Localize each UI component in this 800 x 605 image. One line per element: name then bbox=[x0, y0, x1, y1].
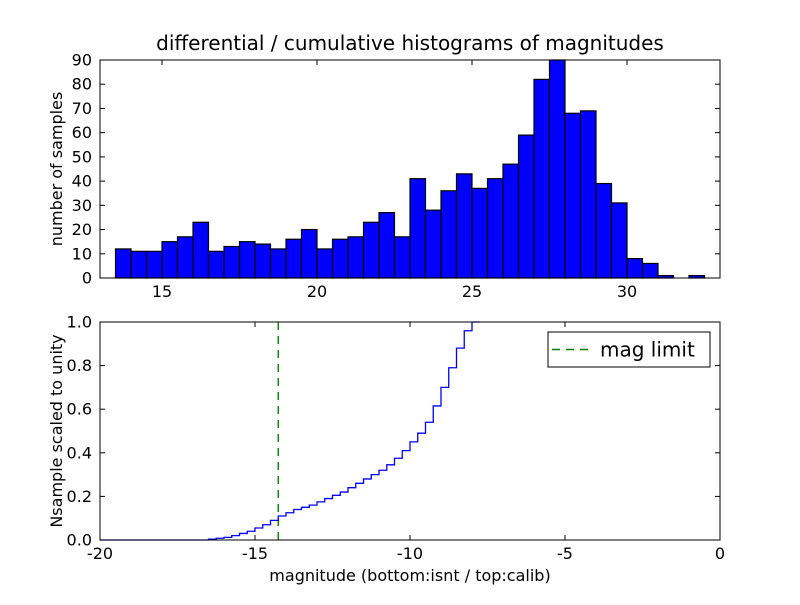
top-y-axis-label: number of samples bbox=[47, 92, 66, 247]
x-tick-label: 20 bbox=[307, 282, 327, 301]
y-tick-label: 90 bbox=[72, 51, 92, 70]
y-tick-label: 0.2 bbox=[67, 487, 92, 506]
cumulative-step-line bbox=[100, 321, 480, 541]
y-tick-label: 30 bbox=[72, 196, 92, 215]
x-tick-label: -20 bbox=[87, 544, 113, 563]
legend-box bbox=[547, 331, 711, 368]
x-tick-label: 15 bbox=[152, 282, 172, 301]
histogram-bar bbox=[145, 250, 163, 279]
y-tick-label: 0.4 bbox=[67, 443, 92, 462]
histogram-bar bbox=[517, 134, 535, 279]
histogram-bar bbox=[486, 178, 504, 279]
histogram-bar bbox=[610, 202, 628, 279]
histogram-bar bbox=[424, 209, 442, 279]
chart-title: differential / cumulative histograms of … bbox=[156, 31, 664, 55]
y-tick-label: 40 bbox=[72, 172, 92, 191]
histogram-bar bbox=[378, 212, 396, 279]
x-tick-label: -5 bbox=[557, 544, 573, 563]
histogram-bar bbox=[455, 173, 473, 279]
histogram-bar bbox=[285, 238, 303, 279]
histogram-bar bbox=[207, 250, 225, 279]
histogram-bar bbox=[316, 248, 334, 279]
histogram-bar bbox=[161, 241, 179, 279]
x-axis-label: magnitude (bottom:isnt / top:calib) bbox=[269, 566, 550, 585]
histogram-bar bbox=[176, 236, 194, 279]
y-tick-label: 1.0 bbox=[67, 313, 92, 332]
histogram-bar bbox=[130, 250, 148, 279]
histogram-bar bbox=[548, 59, 566, 279]
histogram-bar bbox=[393, 236, 411, 279]
bottom-cumulative-plot: -20 -15 -10 -5 0 0.0 0.2 0.4 0.6 0.8 1.0 bbox=[67, 313, 726, 564]
y-tick-label: 0 bbox=[82, 269, 92, 288]
histogram-bar bbox=[254, 243, 272, 279]
histogram-bar bbox=[114, 248, 132, 279]
histogram-bar bbox=[641, 262, 659, 279]
legend: mag limit bbox=[547, 331, 711, 368]
histogram-bar bbox=[300, 228, 318, 279]
histogram-bar bbox=[595, 182, 613, 279]
histogram-bar bbox=[192, 221, 210, 279]
y-tick-label: 0.6 bbox=[67, 400, 92, 419]
y-tick-label: 80 bbox=[72, 75, 92, 94]
x-tick-label: -15 bbox=[242, 544, 268, 563]
y-tick-label: 10 bbox=[72, 244, 92, 263]
histogram-bar bbox=[502, 163, 520, 279]
histogram-bar bbox=[409, 178, 427, 279]
histogram-bar bbox=[471, 187, 489, 279]
y-tick-label: 20 bbox=[72, 220, 92, 239]
x-tick-label: -10 bbox=[397, 544, 423, 563]
y-tick-label: 0.8 bbox=[67, 356, 92, 375]
axes-frame bbox=[99, 59, 721, 279]
histogram-bar bbox=[533, 78, 551, 279]
histogram-bar bbox=[579, 110, 597, 279]
histogram-bar bbox=[331, 238, 349, 279]
y-tick-label: 60 bbox=[72, 123, 92, 142]
bottom-y-axis-label: Nsample scaled to unity bbox=[47, 334, 66, 527]
histogram-bar bbox=[238, 241, 256, 279]
histogram-bar bbox=[564, 112, 582, 279]
histogram-bar bbox=[223, 245, 241, 279]
x-tick-label: 25 bbox=[462, 282, 482, 301]
histogram-bar bbox=[440, 190, 458, 279]
histogram-bar bbox=[347, 236, 365, 279]
x-tick-label: 0 bbox=[715, 544, 725, 563]
histogram-bar bbox=[362, 221, 380, 279]
x-tick-label: 30 bbox=[617, 282, 637, 301]
legend-mag-limit-label: mag limit bbox=[600, 338, 695, 362]
histogram-bar bbox=[269, 248, 287, 279]
y-tick-label: 50 bbox=[72, 147, 92, 166]
histogram-bar bbox=[626, 258, 644, 279]
top-histogram-plot: 15 20 25 30 0 10 20 30 40 50 60 70 80 90 bbox=[72, 51, 721, 301]
y-tick-label: 0.0 bbox=[67, 531, 92, 550]
y-tick-label: 70 bbox=[72, 99, 92, 118]
